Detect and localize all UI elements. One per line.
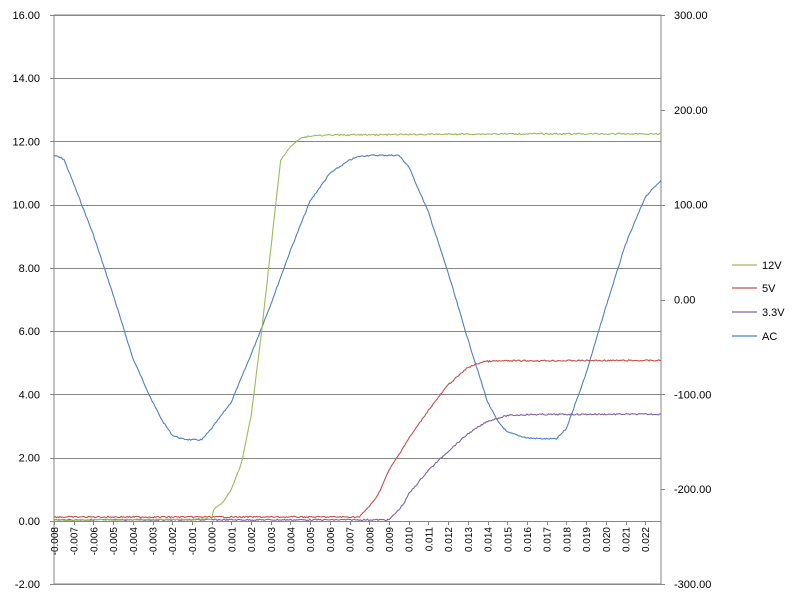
- y2-tick-label: -300.00: [674, 579, 711, 591]
- x-tick-label: 0.002: [247, 527, 258, 552]
- x-tick-label: 0.022: [641, 527, 652, 552]
- x-tick-label: 0.018: [562, 527, 573, 552]
- x-tick-label: 0.017: [543, 527, 554, 552]
- y-tick-label: 8.00: [19, 263, 40, 275]
- y-tick-label: 4.00: [19, 389, 40, 401]
- x-tick-label: 0.014: [484, 527, 495, 552]
- x-tick-label: 0.000: [208, 527, 219, 552]
- y2-tick-label: 0.00: [674, 295, 695, 307]
- y2-tick-label: -100.00: [674, 389, 711, 401]
- y2-tick-label: 300.00: [674, 10, 708, 22]
- series-line-5V: [53, 359, 662, 519]
- x-tick-label: -0.004: [129, 527, 140, 556]
- legend: 12V 5V 3.3V AC: [732, 260, 785, 343]
- gridlines: [53, 14, 662, 585]
- x-tick-label: 0.019: [582, 527, 593, 552]
- x-tick-label: 0.021: [622, 527, 633, 552]
- y-tick-label: 16.00: [12, 10, 40, 22]
- legend-label: 3.3V: [762, 307, 785, 319]
- series-line-AC: [53, 154, 662, 441]
- x-axis-ticks: -0.008 -0.007 -0.006 -0.005 -0.004 -0.003 -0.0…: [50, 521, 652, 555]
- x-tick-label: 0.020: [602, 527, 613, 552]
- x-tick-label: 0.016: [523, 527, 534, 552]
- x-tick-label: -0.007: [70, 527, 81, 556]
- x-tick-label: 0.011: [424, 527, 435, 552]
- y-tick-label: 14.00: [12, 73, 40, 85]
- y-tick-label: -2.00: [15, 579, 40, 591]
- plot-area-border: [53, 14, 662, 585]
- x-tick-label: -0.002: [168, 527, 179, 556]
- x-tick-label: -0.006: [89, 527, 100, 556]
- y-tick-label: 0.00: [19, 516, 40, 528]
- legend-label: AC: [762, 331, 777, 343]
- legend-label: 5V: [762, 283, 776, 295]
- y-tick-label: 6.00: [19, 326, 40, 338]
- x-tick-label: 0.009: [385, 527, 396, 552]
- y2-tick-label: 200.00: [674, 105, 708, 117]
- y2-tick-label: 100.00: [674, 200, 708, 212]
- x-tick-label: 0.015: [503, 527, 514, 552]
- y-tick-label: 12.00: [12, 136, 40, 148]
- x-tick-label: 0.005: [306, 527, 317, 552]
- y2-tick-label: -200.00: [674, 484, 711, 496]
- right-axis-ticks: -300.00 -200.00 -100.00 0.00 100.00 200.00 300…: [661, 10, 711, 591]
- x-tick-label: -0.005: [109, 527, 120, 556]
- left-axis-ticks: -2.00 0.00 2.00 4.00 6.00 8.00 10.00 12.00 14.00…: [12, 10, 54, 591]
- x-tick-label: -0.008: [50, 527, 61, 556]
- x-tick-label: 0.003: [267, 527, 278, 552]
- x-tick-label: 0.008: [365, 527, 376, 552]
- series-line-12V: [53, 132, 662, 522]
- series-line-3-3V: [53, 412, 662, 522]
- x-tick-label: 0.006: [326, 527, 337, 552]
- y-tick-label: 10.00: [12, 200, 40, 212]
- legend-label: 12V: [762, 260, 782, 272]
- x-tick-label: 0.001: [227, 527, 238, 552]
- x-tick-label: 0.010: [405, 527, 416, 552]
- x-tick-label: 0.013: [464, 527, 475, 552]
- x-tick-label: 0.004: [286, 527, 297, 552]
- x-tick-label: 0.007: [346, 527, 357, 552]
- y-tick-label: 2.00: [19, 453, 40, 465]
- x-tick-label: -0.001: [188, 527, 199, 556]
- x-tick-label: -0.003: [149, 527, 160, 556]
- x-tick-label: 0.012: [444, 527, 455, 552]
- series-lines: [53, 132, 662, 522]
